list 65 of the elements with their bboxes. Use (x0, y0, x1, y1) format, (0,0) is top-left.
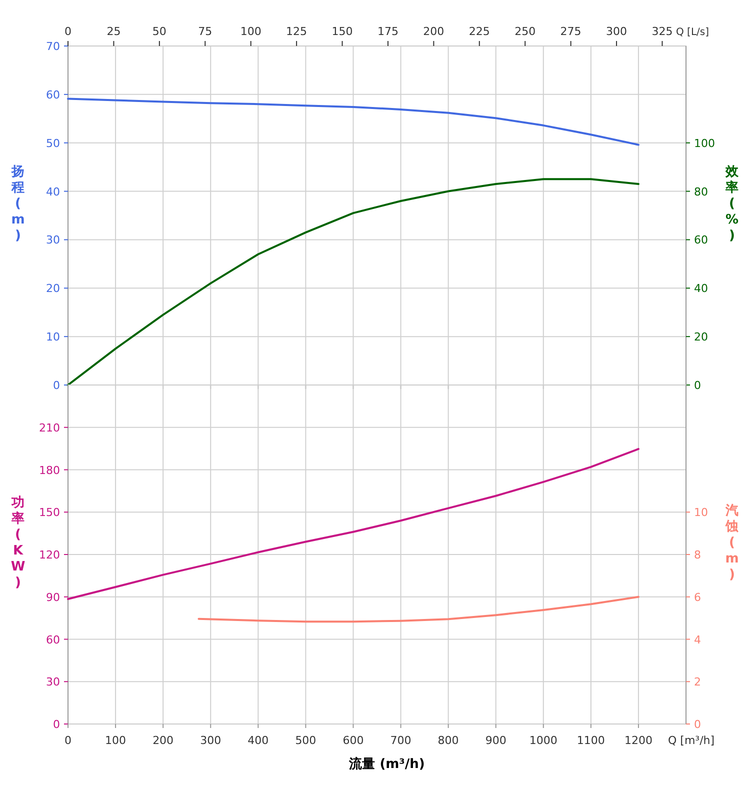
y2-tick-label: 2 (694, 676, 701, 689)
y2-tick-label: 60 (694, 234, 708, 247)
x2-tick-label: 300 (606, 25, 628, 38)
x2-tick-label: 25 (106, 25, 121, 38)
y-tick-label: 120 (39, 548, 60, 562)
x-tick-label: 800 (438, 734, 459, 747)
x2-tick-label: 200 (423, 25, 444, 38)
x2-tick-label: 325 (652, 25, 673, 38)
y-tick-label: 60 (46, 88, 60, 102)
y-tick-label: 10 (46, 330, 60, 344)
y2-tick-label: 80 (694, 185, 708, 198)
y2-tick-label: 100 (694, 136, 715, 150)
x-tick-label: 200 (152, 734, 174, 747)
x2-tick-label: 125 (286, 25, 308, 38)
x-tick-label: 1000 (529, 734, 558, 747)
x-tick-label: 0 (64, 734, 72, 747)
x-tick-label: 300 (200, 734, 222, 747)
y-tick-label: 30 (46, 676, 60, 689)
x2-tick-label: 0 (64, 25, 72, 38)
y2-axis-title: 汽蚀 (m) (724, 504, 739, 582)
y-axis-title: 功率 (KW) (10, 496, 26, 590)
line-series (198, 596, 640, 623)
x2-tick-label: 275 (560, 25, 582, 38)
x2-tick-label: 150 (332, 25, 353, 38)
y-tick-label: 70 (46, 40, 60, 53)
x-tick-label: 1100 (576, 734, 605, 747)
text: Q [m³/h] (668, 734, 715, 747)
y-tick-label: 180 (39, 464, 60, 477)
x2-tick-label: 175 (377, 25, 398, 38)
x-tick-label: 500 (295, 734, 316, 747)
x2-tick-label: 100 (240, 25, 262, 38)
line-series (67, 178, 640, 386)
y2-tick-label: 40 (694, 282, 708, 296)
y2-tick-label: 0 (694, 379, 701, 392)
x-tick-label: 400 (248, 734, 269, 747)
y2-tick-label: 10 (694, 506, 708, 520)
y2-tick-label: 6 (694, 590, 701, 604)
y-tick-label: 30 (46, 234, 60, 247)
x-tick-label: 900 (485, 734, 506, 747)
x-tick-label: 600 (342, 734, 364, 747)
y-axis-title: 扬程 (m) (10, 164, 25, 244)
y-tick-label: 50 (46, 136, 60, 150)
x2-tick-label: 50 (152, 25, 166, 38)
y-tick-label: 90 (46, 590, 60, 604)
y-tick-label: 0 (53, 718, 60, 731)
x-tick-label: 700 (390, 734, 412, 747)
x-axis-title: 流量 (m³/h) (348, 756, 425, 772)
line-series (67, 98, 640, 146)
x2-tick-label: 250 (514, 25, 536, 38)
y2-axis-title: 效率 (%) (724, 164, 740, 244)
y-tick-label: 60 (46, 633, 60, 646)
x-tick-label: 100 (105, 734, 126, 747)
y-tick-label: 40 (46, 185, 60, 198)
y-tick-label: 0 (53, 379, 60, 392)
x-tick-label: 1200 (624, 734, 652, 747)
y-tick-label: 150 (39, 506, 60, 520)
x2-axis-title: Q [L/s] (676, 27, 710, 38)
y2-tick-label: 0 (694, 718, 701, 731)
y2-tick-label: 20 (694, 330, 708, 344)
x2-tick-label: 225 (468, 25, 490, 38)
y-tick-label: 20 (46, 282, 60, 296)
x2-tick-label: 75 (198, 25, 212, 38)
y2-tick-label: 8 (694, 548, 701, 562)
y2-tick-label: 4 (694, 633, 701, 646)
y-tick-label: 210 (39, 421, 60, 434)
